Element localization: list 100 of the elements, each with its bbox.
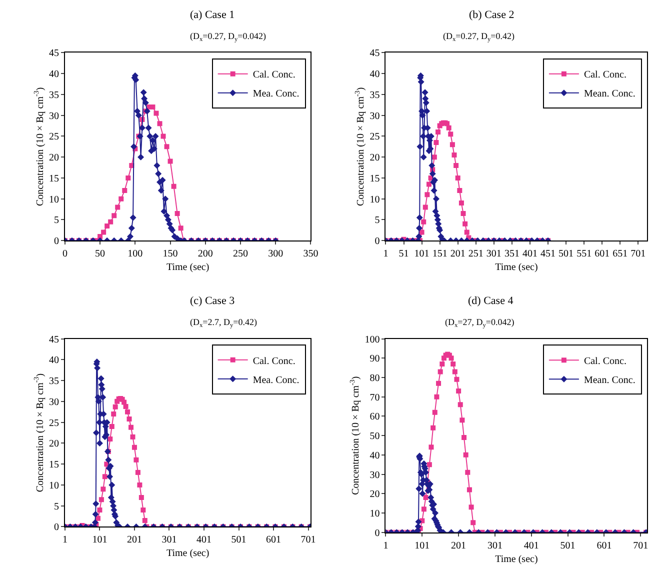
- x-tick-label: 551: [576, 248, 592, 260]
- legend-label: Mean. Conc.: [584, 375, 636, 386]
- x-tick-label: 701: [300, 534, 316, 546]
- x-tick-label: 51: [398, 248, 409, 260]
- x-tick-label: 351: [504, 248, 520, 260]
- y-tick-label: 25: [48, 418, 59, 429]
- y-tick-label: 15: [370, 173, 380, 184]
- x-tick-label: 300: [268, 248, 284, 260]
- y-tick-label: 20: [370, 489, 380, 500]
- y-tick-label: 90: [370, 354, 380, 365]
- x-tick-label: 250: [233, 248, 248, 260]
- x-tick-label: 1: [383, 248, 388, 260]
- legend-label: Cal. Conc.: [584, 356, 626, 367]
- x-tick-label: 301: [487, 540, 502, 552]
- y-tick-label: 20: [48, 438, 59, 450]
- y-tick-label: 40: [48, 355, 59, 366]
- legend-label: Cal. Conc.: [584, 70, 626, 81]
- legend-label: Mean. Conc.: [584, 88, 636, 100]
- y-tick-label: 0: [54, 236, 59, 248]
- y-tick-label: 30: [48, 396, 59, 408]
- x-tick-label: 701: [630, 248, 646, 260]
- y-tick-label: 35: [370, 90, 380, 101]
- y-tick-label: 10: [370, 194, 380, 206]
- y-tick-label: 40: [370, 69, 380, 80]
- y-tick-label: 10: [48, 194, 59, 206]
- chart-subtitle: (D$_{x}$=27, D$_{y}$=0.042): [445, 317, 514, 329]
- x-tick-label: 150: [162, 248, 178, 260]
- x-tick-label: 301: [486, 248, 502, 260]
- x-axis-title: Time (sec): [166, 548, 210, 560]
- x-tick-label: 601: [596, 540, 612, 552]
- x-tick-label: 200: [198, 248, 213, 260]
- legend-label: Mea. Conc.: [252, 88, 300, 100]
- y-tick-label: 45: [370, 48, 380, 60]
- x-tick-label: 601: [266, 534, 282, 546]
- chart-subtitle: (D$_{x}$=0.27, D$_{y}$=0.042): [190, 31, 266, 43]
- y-tick-label: 40: [370, 450, 380, 462]
- x-tick-label: 201: [126, 534, 142, 546]
- x-tick-label: 401: [524, 540, 539, 552]
- x-tick-label: 100: [128, 248, 143, 260]
- y-tick-label: 30: [370, 110, 380, 122]
- y-tick-label: 5: [54, 215, 59, 226]
- x-tick-label: 151: [432, 248, 448, 260]
- x-tick-label: 101: [414, 540, 430, 552]
- y-tick-label: 50: [370, 431, 380, 442]
- x-tick-label: 101: [414, 248, 430, 260]
- x-tick-label: 501: [558, 248, 574, 260]
- x-tick-label: 701: [633, 540, 648, 552]
- y-tick-label: 20: [370, 152, 380, 164]
- y-tick-label: 0: [374, 528, 380, 539]
- x-axis-title: Time (sec): [495, 262, 538, 274]
- y-tick-label: 10: [370, 508, 380, 520]
- x-tick-label: 1: [383, 540, 388, 552]
- x-axis-title: Time (sec): [495, 554, 538, 565]
- x-tick-label: 50: [95, 248, 106, 260]
- x-tick-label: 501: [560, 540, 576, 552]
- y-tick-label: 35: [48, 376, 59, 388]
- x-tick-label: 451: [540, 248, 556, 260]
- y-tick-label: 25: [48, 132, 59, 143]
- legend-label: Cal. Conc.: [252, 356, 296, 367]
- chart-subtitle: (D$_{x}$=0.27, D$_{y}$=0.42): [443, 31, 514, 43]
- y-tick-label: 0: [54, 522, 59, 534]
- y-tick-label: 20: [48, 152, 59, 164]
- y-tick-label: 25: [370, 132, 380, 143]
- x-axis-title: Time (sec): [166, 262, 210, 274]
- legend-label: Mea. Conc.: [252, 374, 300, 386]
- x-tick-label: 350: [303, 248, 318, 260]
- y-tick-label: 10: [48, 480, 59, 492]
- x-tick-label: 651: [612, 248, 628, 260]
- y-tick-label: 30: [370, 470, 380, 481]
- x-tick-label: 401: [196, 534, 212, 546]
- y-tick-label: 15: [48, 173, 59, 184]
- x-tick-label: 201: [450, 248, 466, 260]
- y-tick-label: 15: [48, 460, 59, 471]
- y-tick-label: 45: [48, 48, 59, 60]
- y-tick-label: 45: [48, 334, 59, 346]
- x-tick-label: 1: [62, 534, 68, 546]
- x-tick-label: 251: [468, 248, 484, 260]
- y-tick-label: 40: [48, 69, 59, 80]
- chart-subtitle: (D$_{x}$=2.7, D$_{y}$=0.42): [190, 317, 257, 329]
- y-tick-label: 5: [54, 501, 59, 512]
- x-tick-label: 601: [594, 248, 610, 260]
- x-tick-label: 401: [522, 248, 538, 260]
- chart-title: (d) Case 4: [468, 295, 514, 307]
- legend-label: Cal. Conc.: [252, 70, 296, 81]
- y-tick-label: 70: [370, 392, 380, 404]
- y-tick-label: 35: [48, 90, 59, 101]
- x-tick-label: 201: [451, 540, 466, 552]
- y-tick-label: 5: [374, 215, 380, 226]
- y-tick-label: 30: [48, 110, 59, 122]
- y-tick-label: 100: [364, 334, 380, 346]
- y-tick-label: 0: [374, 236, 380, 248]
- chart-title: (c) Case 3: [190, 295, 236, 307]
- y-tick-label: 80: [370, 373, 380, 384]
- y-tick-label: 60: [370, 412, 380, 423]
- x-tick-label: 501: [231, 534, 246, 546]
- x-tick-label: 301: [162, 534, 177, 546]
- x-tick-label: 0: [62, 248, 68, 260]
- chart-title: (a) Case 1: [190, 9, 235, 21]
- chart-title: (b) Case 2: [469, 9, 514, 21]
- x-tick-label: 101: [92, 534, 108, 546]
